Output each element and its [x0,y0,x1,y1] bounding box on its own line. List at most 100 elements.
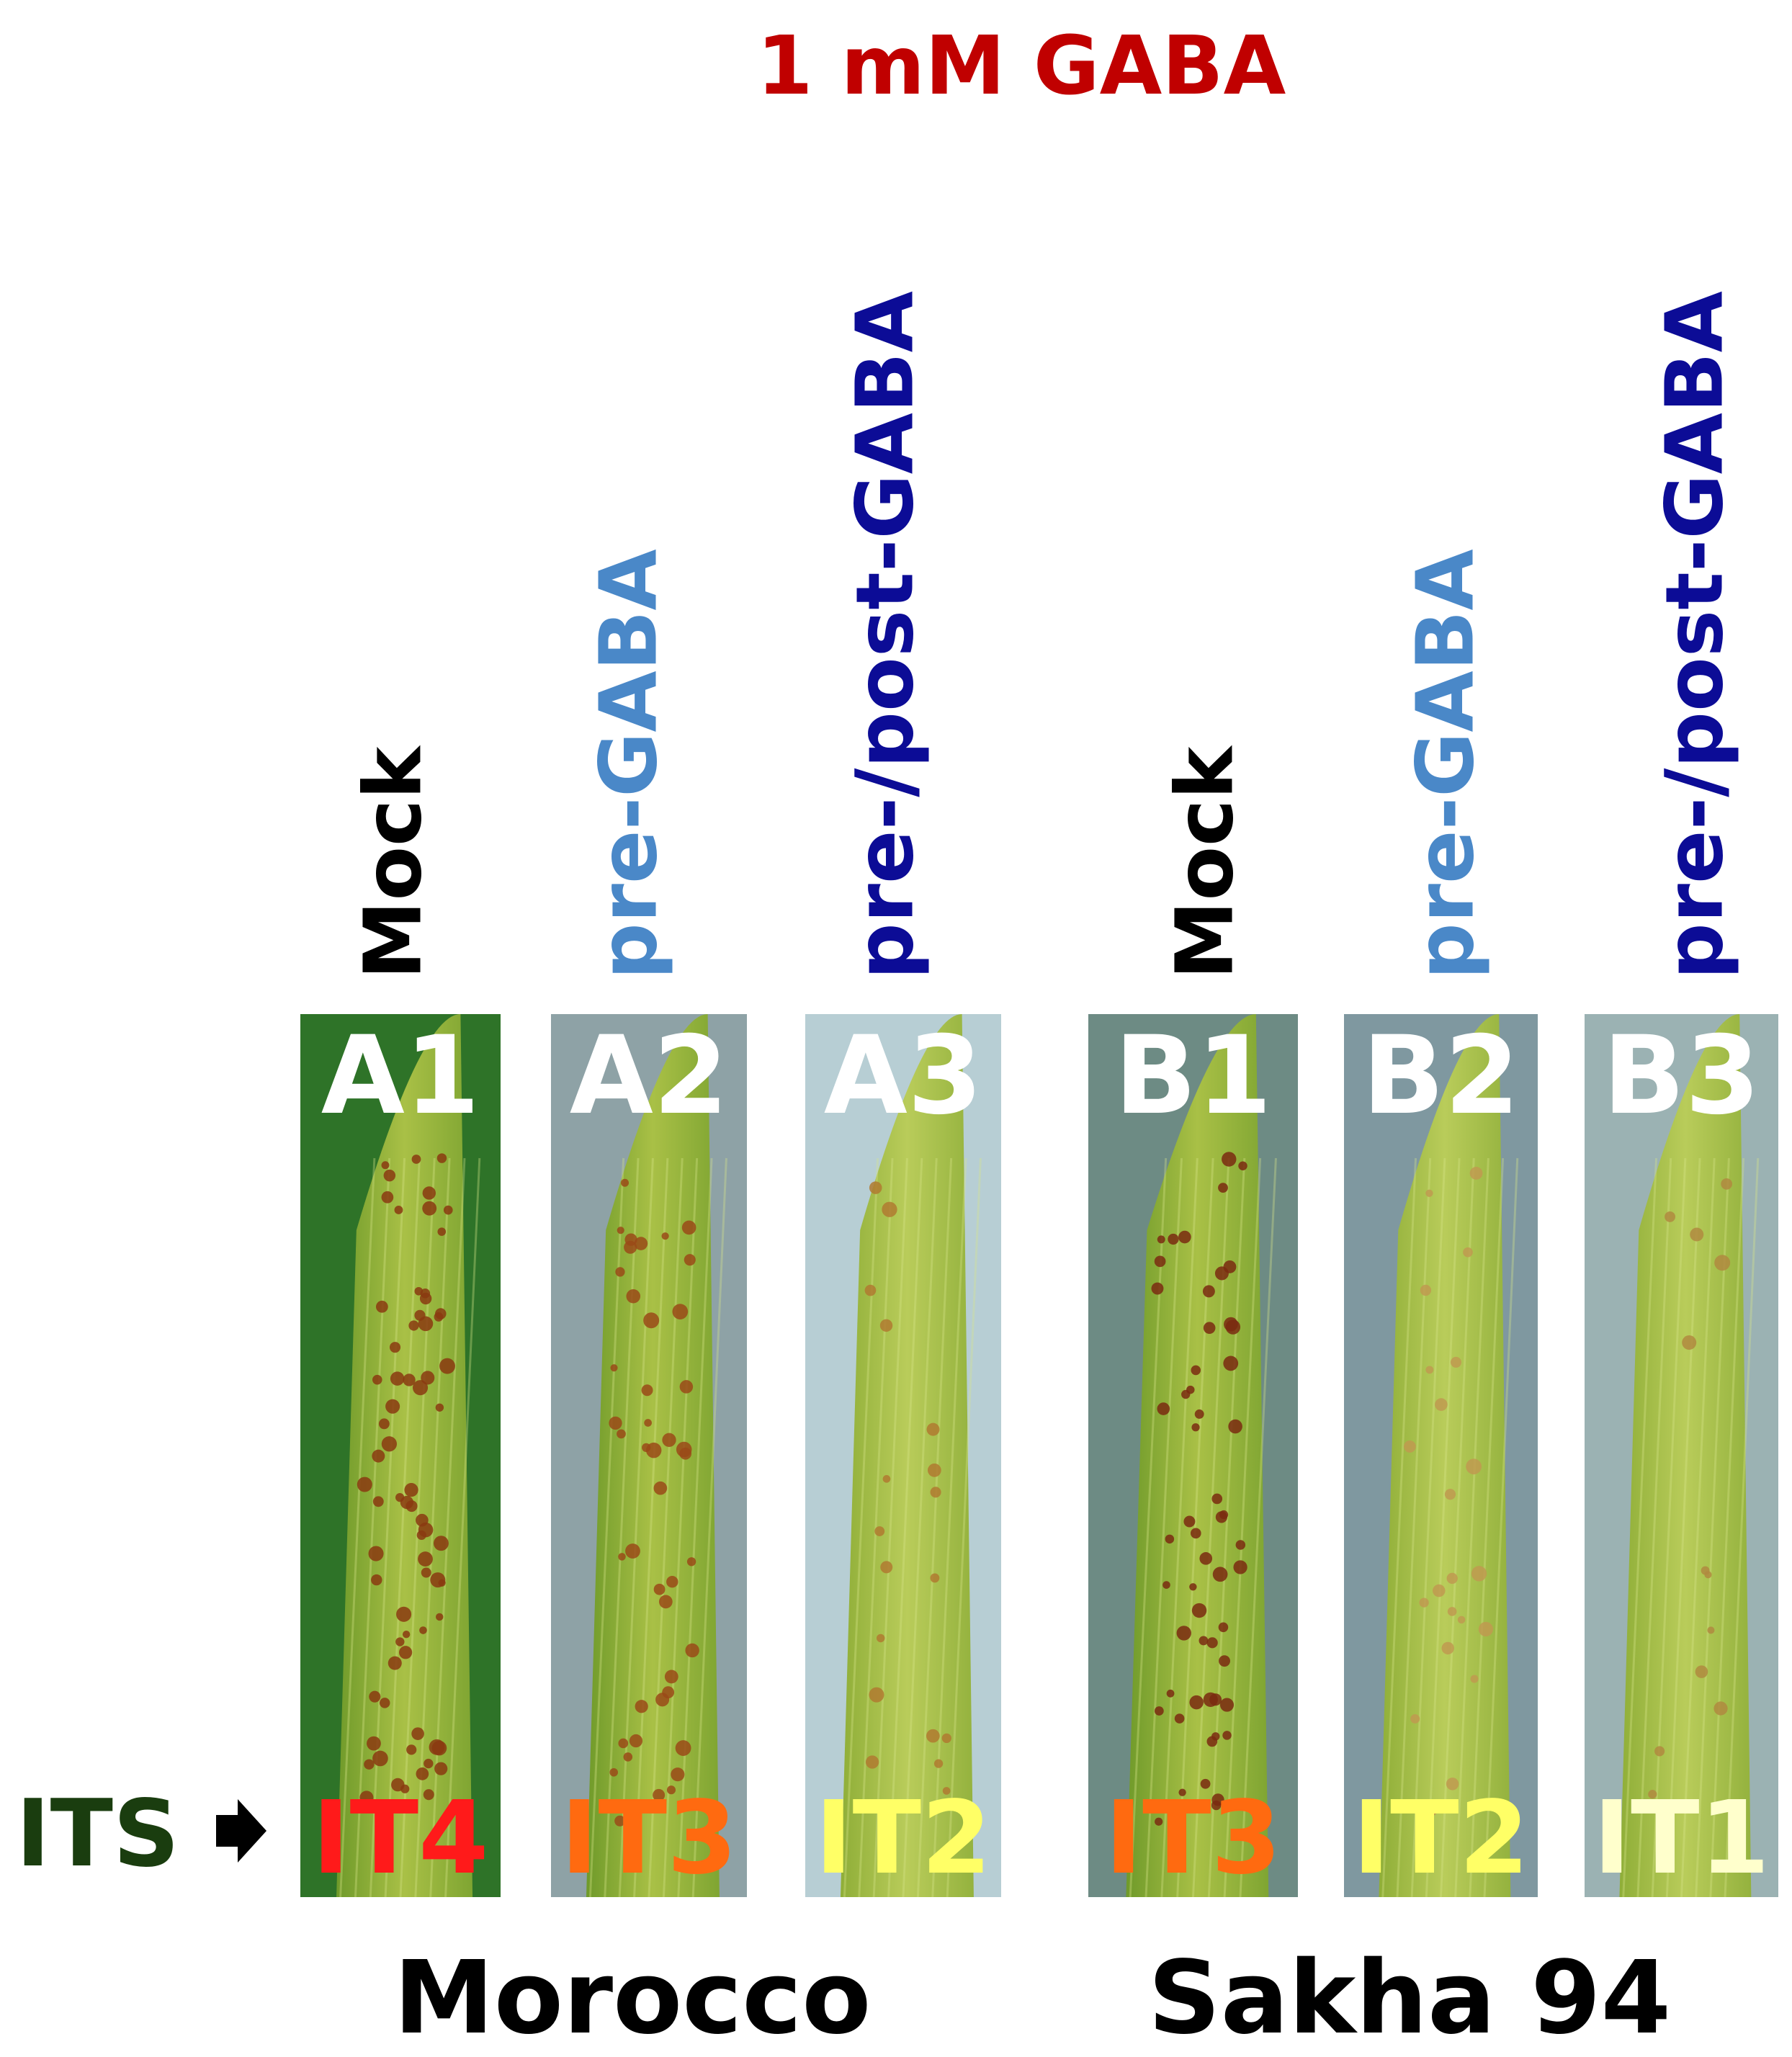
rust-spot [1218,1622,1229,1633]
rust-spot [443,1205,453,1215]
rust-spot [1457,1615,1466,1624]
rust-spot [1154,1255,1166,1268]
rust-spot [1219,1510,1229,1520]
leaf-vein [429,1157,466,1898]
rust-spot [1219,1655,1230,1667]
rust-spot [1203,1322,1216,1335]
rust-spot [1419,1597,1429,1608]
rust-spot [424,1758,434,1769]
rust-spot [639,1804,648,1813]
rust-spot [864,1284,877,1296]
rust-spot [1235,1540,1246,1550]
leaf-vein [369,1157,406,1898]
rust-spot [372,1496,384,1507]
leaf-vein [1724,1157,1760,1898]
leaf-vein [662,1157,699,1898]
leaf-vein [1144,1157,1183,1898]
rust-spot [1665,1211,1675,1222]
rust-spot [389,1342,401,1353]
rust-spot [418,1551,433,1567]
rust-spot [880,1561,893,1574]
leaf-vein [1695,1157,1730,1898]
leaf-vein [946,1157,982,1898]
rust-spot [653,1583,666,1595]
rust-spot [1168,1233,1179,1245]
rust-spot [383,1169,396,1182]
rust-spot [621,1178,630,1187]
leaf-panel [551,1014,747,1898]
rust-spot [404,1483,418,1497]
leaf-panel [300,1014,501,1898]
leaf-vein [1176,1157,1214,1898]
rust-spot [1450,1356,1462,1368]
rust-spot [1441,1641,1454,1655]
rust-spot [626,1289,641,1304]
rust-spot [403,1373,416,1386]
leaf-panel [1088,1014,1298,1898]
rust-spot [1223,1355,1239,1371]
leaf-vein [1381,1157,1417,1898]
leaf-panel [805,1014,1001,1898]
leaf-vein [931,1157,967,1898]
treatment-label: pre-/post-GABA [1649,291,1741,980]
rust-spot [435,1403,444,1412]
rust-spot [367,1736,381,1751]
rust-spot [1233,1560,1247,1574]
rust-spot [1166,1689,1175,1698]
leaf-vein [887,1157,923,1898]
rust-spot [635,1700,648,1713]
infection-type: IT4 [313,1780,489,1897]
rust-spot [634,1237,648,1250]
rust-spot [1222,1731,1232,1740]
rust-spot [1165,1534,1175,1544]
rust-spot [434,1312,444,1322]
leaf-vein [1651,1157,1687,1898]
rust-spot [434,1762,448,1775]
leaf [1126,1014,1269,1897]
rust-spot [876,1634,885,1643]
rust-spot [684,1254,696,1266]
rust-spot [1211,1493,1223,1505]
rust-spot [421,1567,431,1578]
leaf-vein [444,1157,481,1898]
leaf-vein [1440,1157,1475,1898]
group-label: Morocco [394,1940,872,2054]
rust-spot [1202,1285,1215,1298]
rust-spot [1470,1675,1479,1683]
rust-spot [666,1575,678,1588]
rust-spot [679,1447,692,1460]
rust-spot [869,1687,884,1703]
rust-spot [1190,1528,1201,1539]
rust-spot [675,1740,691,1756]
leaf-vein [902,1157,938,1898]
rust-spot [643,1312,660,1329]
its-label: ITS [16,1780,179,1888]
rust-spot [1471,1566,1487,1582]
rust-spot [1223,1260,1237,1273]
rust-spot [408,1320,419,1331]
rust-spot [381,1436,398,1452]
rust-spot [423,1789,434,1801]
rust-spot [1228,1419,1242,1434]
rust-spot [942,1787,951,1795]
rust-spot [422,1201,437,1216]
rust-spot [1433,1584,1446,1597]
rust-spot [381,1161,390,1170]
treatment-label: Mock [347,745,439,980]
leaf-vein [1665,1157,1701,1898]
rust-spot [1162,1581,1170,1589]
rust-spot [1209,1693,1222,1706]
rust-spot [1174,1713,1185,1724]
rust-spot [1200,1778,1211,1789]
rust-spot [1183,1515,1196,1528]
rust-spot [666,1785,676,1795]
rust-spot [422,1186,436,1200]
rust-spot [1199,1552,1213,1565]
rust-spot [1410,1714,1420,1724]
rust-spot [941,1733,951,1744]
rust-spot [617,1227,624,1234]
rust-spot [1176,1626,1191,1641]
rust-spot [1682,1335,1697,1350]
rust-spot [1695,1665,1708,1678]
rust-spot [662,1433,676,1447]
